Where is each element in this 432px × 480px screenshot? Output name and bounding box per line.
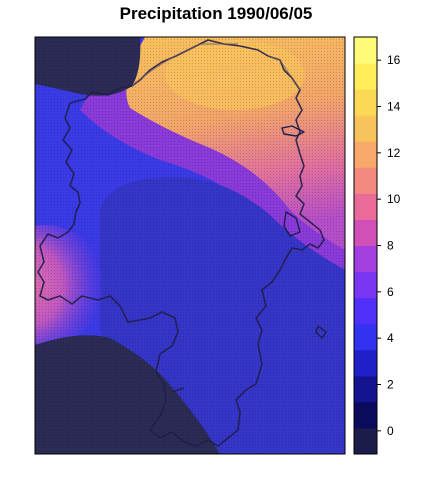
color-key-swatch — [354, 401, 377, 429]
color-key-swatch — [354, 193, 377, 220]
color-key-tick-label: 4 — [387, 331, 394, 345]
color-key-tick-label: 6 — [387, 285, 394, 299]
map-title: Precipitation 1990/06/05 — [119, 4, 313, 23]
color-key-swatch — [354, 115, 377, 142]
color-key-swatch — [354, 271, 377, 299]
color-key-swatch — [354, 349, 377, 377]
color-key-swatch — [354, 427, 377, 455]
color-key-tick-label: 10 — [387, 192, 401, 206]
color-key-swatch — [354, 245, 377, 273]
color-key-tick-label: 2 — [387, 378, 394, 392]
color-key-swatch — [354, 89, 377, 116]
color-key-tick-label: 8 — [387, 239, 394, 253]
color-key-tick-label: 0 — [387, 424, 394, 438]
color-key-swatch — [354, 297, 377, 325]
color-key-tick-label: 12 — [387, 146, 401, 160]
color-key-swatch — [354, 323, 377, 351]
color-key-tick-label: 16 — [387, 53, 401, 67]
map-frame — [34, 36, 346, 455]
color-key-tick-label: 14 — [387, 100, 401, 114]
color-key-swatch — [354, 63, 377, 90]
precipitation-raster — [35, 37, 345, 454]
color-key-swatch — [354, 37, 377, 64]
color-key-swatch — [354, 141, 377, 168]
color-key-swatch — [354, 375, 377, 403]
color-key-swatch — [354, 219, 377, 246]
color-key: 0 2 4 6 8 10 12 14 16 — [353, 36, 401, 455]
color-key-swatch — [354, 167, 377, 194]
